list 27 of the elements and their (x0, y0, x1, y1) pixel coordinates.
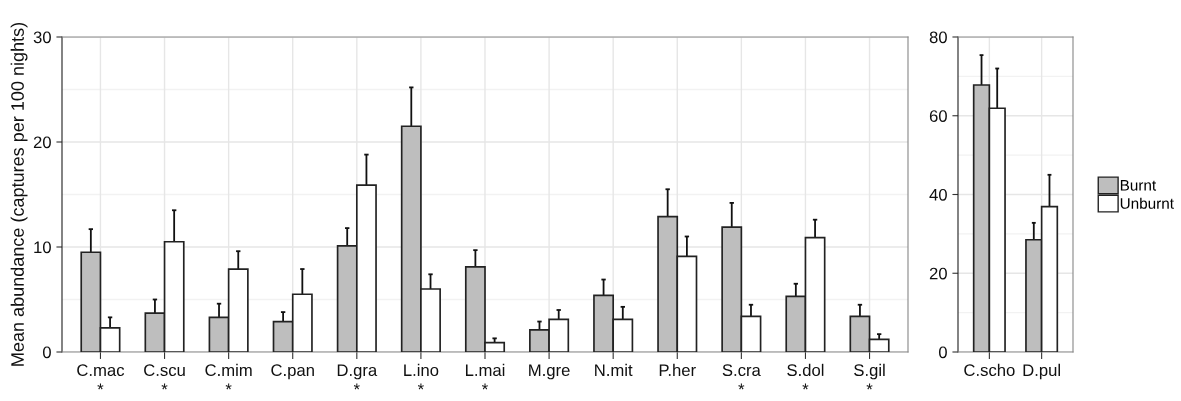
x-tick-label: S.cra * (722, 364, 761, 390)
x-tick-label: C.scho (964, 363, 1015, 377)
y-tick-label: 40 (929, 188, 947, 201)
y-tick-label: 10 (34, 241, 51, 254)
x-tick-label: N.mit (595, 363, 633, 377)
x-tick-label: C.mim * (205, 363, 252, 390)
legend-label: Burnt (1120, 180, 1157, 191)
y-axis-title: Mean abundance (captures per 100 nights) (10, 22, 28, 366)
x-tick-label: S.gil * (854, 363, 885, 390)
x-tick-label: C.pan (271, 364, 314, 380)
y-tick-label: 20 (929, 267, 947, 280)
y-tick-label: 20 (33, 136, 51, 149)
x-tick-label: M.gre (529, 364, 570, 380)
x-tick-label: L.mai * (465, 363, 505, 390)
y-tick-label: 60 (929, 110, 947, 122)
x-tick-label: L.ino * (404, 363, 439, 390)
legend-label: Unburnt (1120, 197, 1174, 209)
y-tick-label: 30 (33, 31, 51, 44)
x-tick-label: S.dol * (787, 363, 824, 390)
y-tick-label: 0 (42, 346, 51, 359)
y-tick-label: 0 (938, 346, 947, 359)
x-tick-label: P.her (659, 363, 696, 377)
x-tick-label: D.gra * (337, 364, 378, 390)
x-tick-label: C.scu * (144, 364, 185, 390)
x-tick-label: C.mac * (77, 364, 125, 390)
y-tick-label: 80 (929, 31, 947, 44)
x-tick-label: D.pul (1023, 363, 1060, 380)
